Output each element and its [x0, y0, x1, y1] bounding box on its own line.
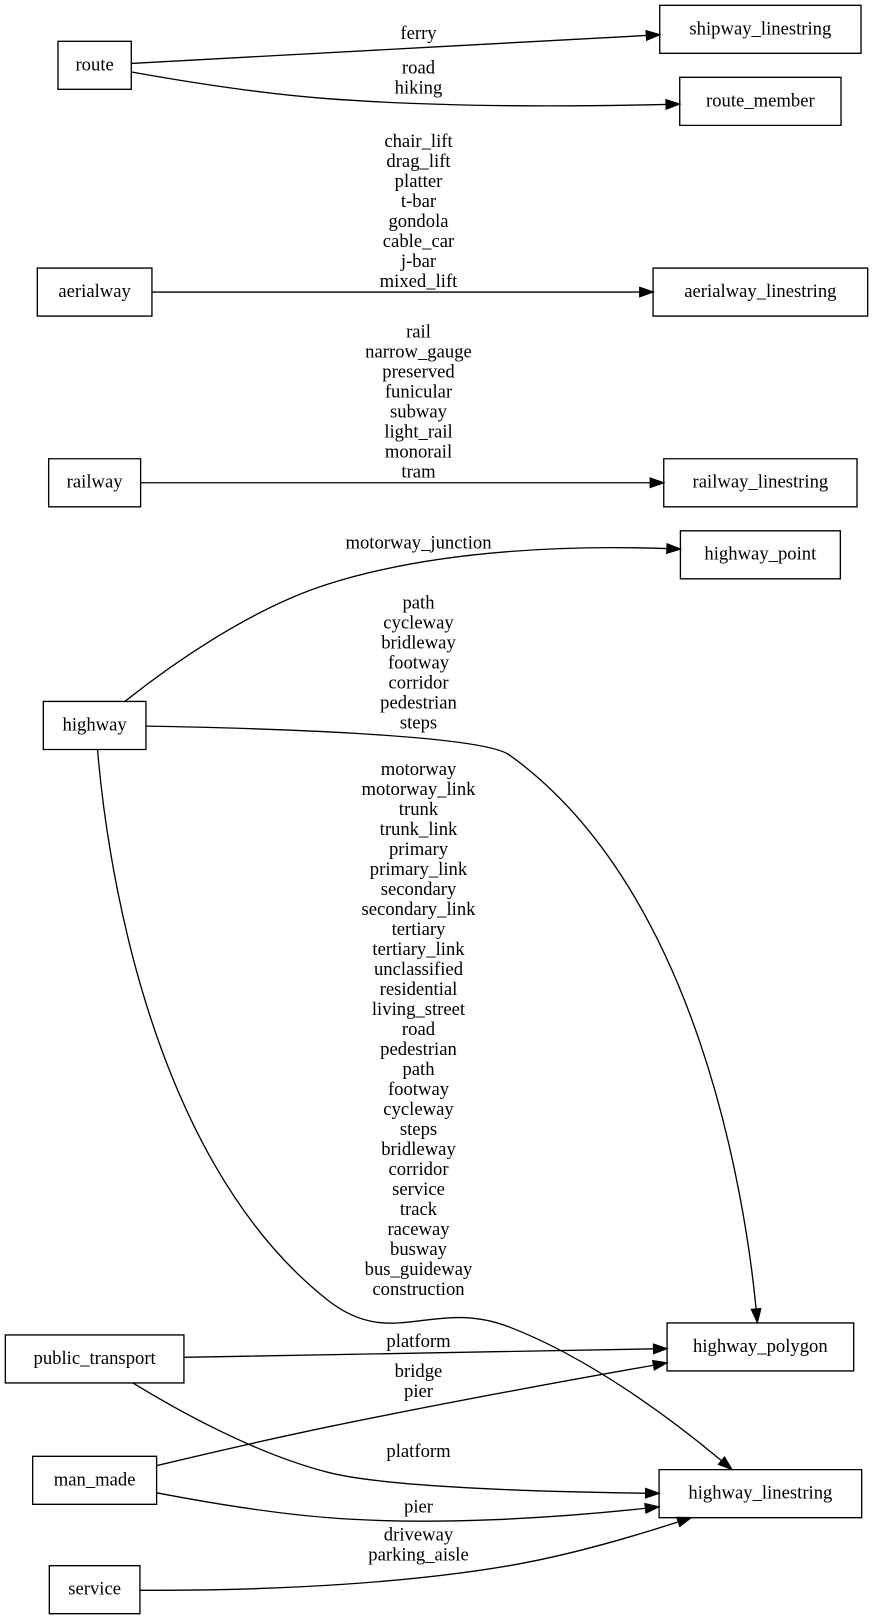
svg-text:drag_lift: drag_lift	[386, 151, 451, 172]
svg-text:public_transport: public_transport	[34, 1348, 157, 1369]
svg-text:driveway: driveway	[384, 1525, 454, 1546]
svg-text:tertiary: tertiary	[392, 919, 447, 940]
svg-text:j-bar: j-bar	[400, 251, 437, 272]
svg-text:construction: construction	[372, 1279, 465, 1300]
svg-text:bridleway: bridleway	[381, 1139, 456, 1160]
svg-text:narrow_gauge: narrow_gauge	[365, 342, 472, 363]
svg-text:service: service	[68, 1579, 121, 1600]
svg-text:bus_guideway: bus_guideway	[365, 1259, 473, 1280]
svg-text:motorway_junction: motorway_junction	[345, 532, 492, 553]
svg-text:aerialway: aerialway	[58, 281, 131, 302]
svg-text:hiking: hiking	[395, 78, 443, 99]
svg-text:route_member: route_member	[706, 90, 816, 111]
svg-text:tram: tram	[401, 462, 436, 483]
svg-text:cable_car: cable_car	[383, 231, 455, 252]
svg-text:railway: railway	[67, 472, 124, 493]
svg-text:light_rail: light_rail	[384, 422, 452, 443]
svg-text:mixed_lift: mixed_lift	[380, 271, 459, 292]
svg-text:preserved: preserved	[382, 362, 455, 383]
svg-text:footway: footway	[388, 652, 450, 673]
svg-text:living_street: living_street	[372, 999, 466, 1020]
svg-text:funicular: funicular	[385, 382, 453, 403]
svg-text:secondary_link: secondary_link	[362, 899, 477, 920]
svg-text:bridge: bridge	[395, 1361, 443, 1382]
svg-text:cycleway: cycleway	[383, 612, 454, 633]
svg-text:subway: subway	[390, 402, 448, 423]
svg-text:route: route	[75, 54, 113, 75]
svg-text:path: path	[402, 592, 435, 613]
svg-text:highway_point: highway_point	[704, 544, 817, 565]
svg-text:monorail: monorail	[385, 442, 452, 463]
svg-text:road: road	[402, 1019, 436, 1040]
svg-text:path: path	[402, 1059, 435, 1080]
svg-text:highway_polygon: highway_polygon	[693, 1336, 828, 1357]
svg-text:gondola: gondola	[388, 211, 449, 232]
svg-text:trunk: trunk	[399, 799, 439, 820]
svg-text:pedestrian: pedestrian	[380, 1039, 457, 1060]
svg-text:unclassified: unclassified	[374, 959, 464, 980]
svg-text:platter: platter	[395, 171, 443, 192]
svg-text:highway: highway	[63, 714, 128, 735]
svg-text:railway_linestring: railway_linestring	[693, 472, 829, 493]
svg-text:pedestrian: pedestrian	[380, 692, 457, 713]
svg-text:primary_link: primary_link	[370, 859, 468, 880]
svg-text:steps: steps	[400, 1119, 437, 1140]
svg-text:busway: busway	[390, 1239, 448, 1260]
svg-text:rail: rail	[406, 322, 431, 343]
svg-text:pier: pier	[404, 1497, 434, 1518]
svg-text:platform: platform	[386, 1331, 451, 1352]
svg-text:residential: residential	[380, 979, 458, 1000]
svg-text:service: service	[392, 1179, 445, 1200]
svg-text:primary: primary	[389, 839, 449, 860]
svg-text:raceway: raceway	[387, 1219, 450, 1240]
svg-text:road: road	[402, 58, 436, 79]
svg-text:tertiary_link: tertiary_link	[372, 939, 465, 960]
svg-text:pier: pier	[404, 1381, 434, 1402]
svg-text:secondary: secondary	[381, 879, 457, 900]
svg-text:shipway_linestring: shipway_linestring	[689, 18, 831, 39]
svg-text:motorway: motorway	[381, 759, 457, 780]
svg-text:highway_linestring: highway_linestring	[688, 1483, 832, 1504]
svg-text:bridleway: bridleway	[381, 632, 456, 653]
svg-text:track: track	[400, 1199, 438, 1220]
svg-text:steps: steps	[400, 712, 437, 733]
svg-text:cycleway: cycleway	[383, 1099, 454, 1120]
svg-text:aerialway_linestring: aerialway_linestring	[684, 281, 836, 302]
svg-text:platform: platform	[386, 1441, 451, 1462]
svg-text:corridor: corridor	[388, 1159, 449, 1180]
svg-text:trunk_link: trunk_link	[380, 819, 458, 840]
svg-text:motorway_link: motorway_link	[362, 779, 477, 800]
svg-text:corridor: corridor	[388, 672, 449, 693]
svg-text:ferry: ferry	[400, 23, 437, 44]
svg-text:man_made: man_made	[54, 1469, 136, 1490]
svg-text:footway: footway	[388, 1079, 450, 1100]
svg-text:t-bar: t-bar	[401, 191, 437, 212]
svg-text:chair_lift: chair_lift	[384, 131, 453, 152]
svg-text:parking_aisle: parking_aisle	[368, 1545, 468, 1566]
